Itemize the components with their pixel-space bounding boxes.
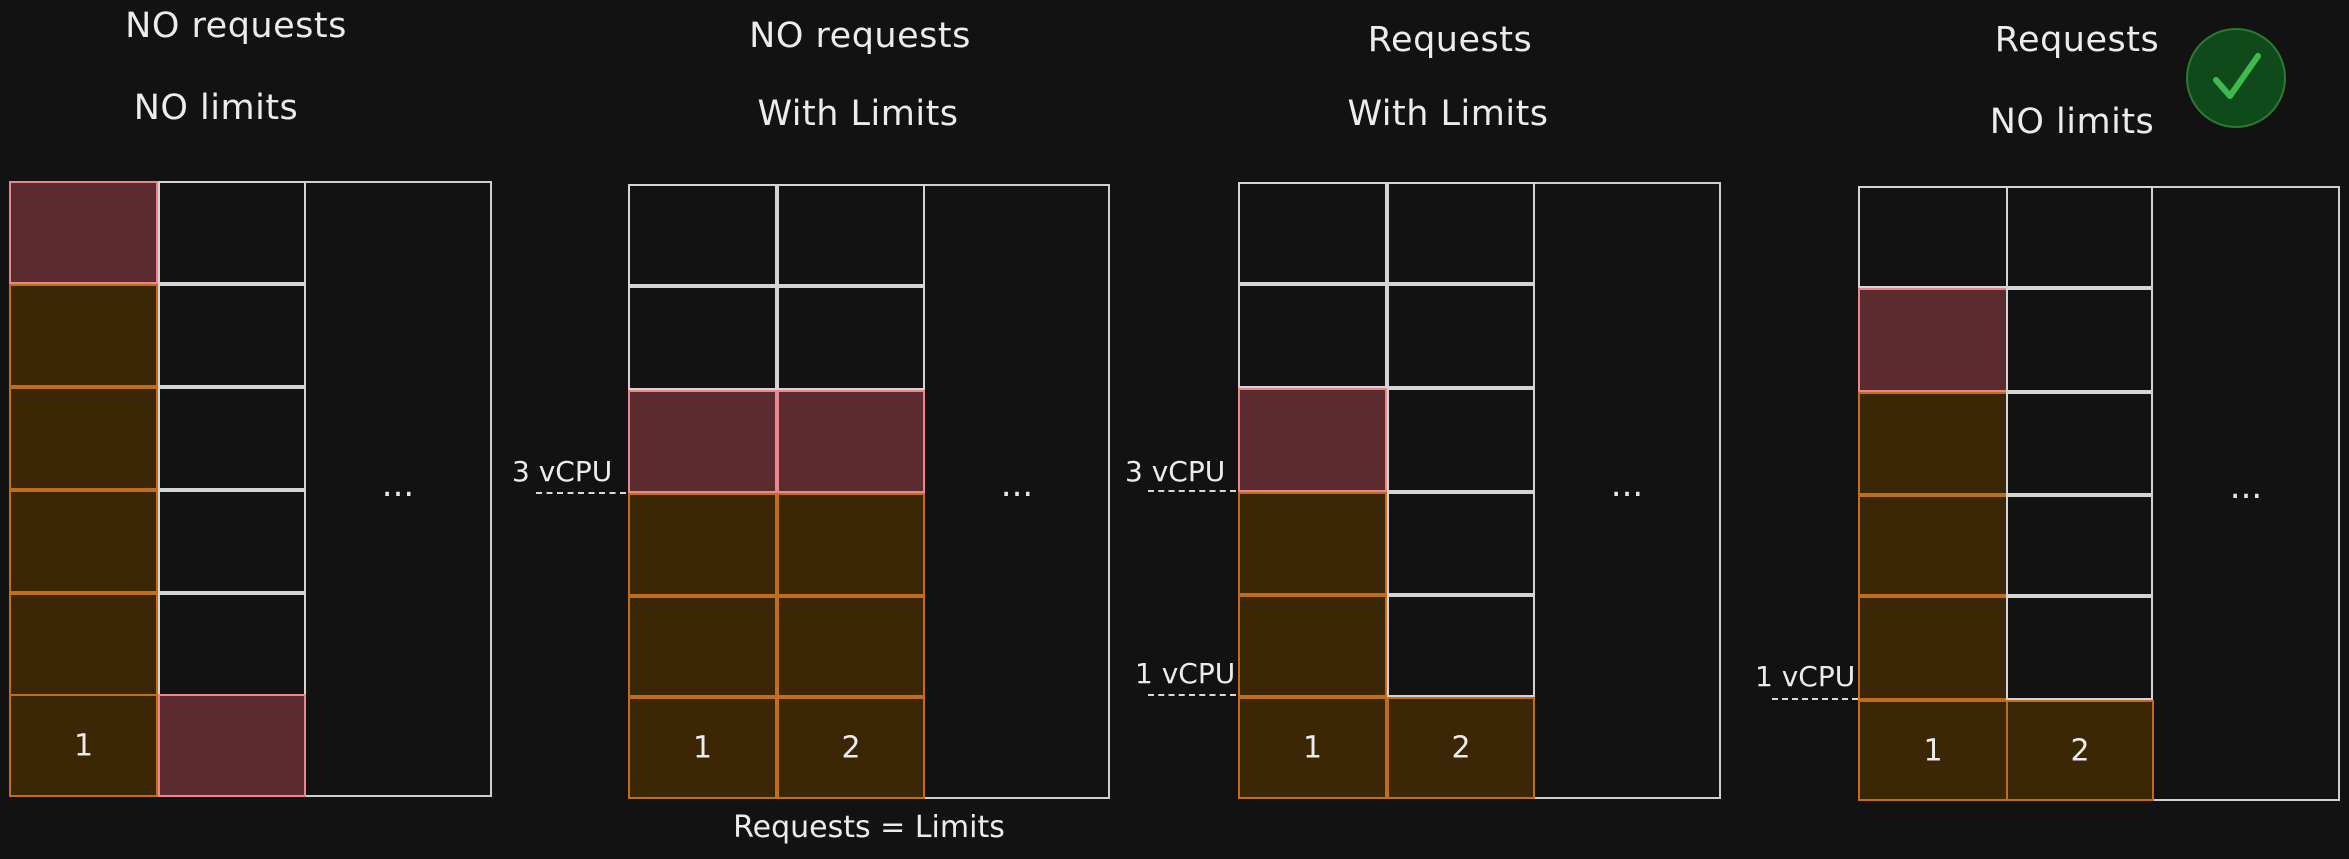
- ellipsis: ...: [1000, 465, 1034, 505]
- cpu-cell-used: 2: [2006, 700, 2154, 801]
- cell-label: 2: [1451, 730, 1471, 766]
- vcpu-marker-line: [1148, 694, 1236, 696]
- cpu-cell-throttled: [1238, 388, 1387, 492]
- cpu-cell-used: [9, 284, 158, 387]
- cpu-cell-throttled: [628, 390, 777, 493]
- vcpu-label: 3 vCPU: [512, 455, 613, 488]
- cpu-cell-free: [777, 286, 925, 390]
- cpu-cell-free: [628, 184, 777, 286]
- cpu-cell-free: [158, 181, 306, 284]
- cpu-cell-used: 2: [1387, 697, 1535, 799]
- cpu-cell-free: [1387, 492, 1535, 595]
- cpu-cell-free: [1387, 595, 1535, 697]
- vcpu-label: 1 vCPU: [1755, 660, 1856, 693]
- cpu-cell-free: [2006, 288, 2153, 392]
- cpu-cell-free: [158, 284, 306, 387]
- panel-title-line1: NO requests: [749, 16, 971, 56]
- cpu-cell-used: [9, 490, 158, 593]
- panel-title-line2: With Limits: [757, 94, 959, 134]
- cpu-cell-throttled: [777, 390, 925, 493]
- panel-title-line2: NO limits: [1989, 102, 2155, 142]
- cpu-cell-used: [777, 493, 925, 596]
- ellipsis: ...: [2229, 467, 2263, 507]
- cpu-cell-free: [2006, 495, 2153, 596]
- cpu-cell-used: [1858, 392, 2008, 495]
- cpu-cell-free: [1387, 388, 1535, 492]
- panel-title-line1: NO requests: [125, 6, 347, 46]
- cpu-cell-free: [158, 387, 306, 490]
- cpu-cell-free: [1238, 182, 1387, 284]
- vcpu-label: 1 vCPU: [1135, 657, 1236, 690]
- cpu-cell-used: [1238, 492, 1387, 595]
- footnote: Requests = Limits: [733, 810, 1005, 845]
- cpu-cell-throttled: [1858, 288, 2008, 392]
- checkmark-icon: [2186, 28, 2286, 128]
- cpu-cell-used: 2: [777, 697, 925, 799]
- cpu-cell-used: 1: [628, 697, 777, 799]
- vcpu-marker-line: [536, 492, 626, 494]
- cell-label: 2: [2070, 733, 2090, 768]
- cpu-cell-free: [777, 184, 925, 286]
- vcpu-marker-line: [1148, 490, 1236, 492]
- cpu-cell-free: [2006, 596, 2153, 700]
- cpu-cell-free: [1387, 182, 1535, 284]
- cpu-cell-free: [158, 593, 306, 696]
- cpu-cell-free: [158, 490, 306, 593]
- cpu-cell-used: [777, 596, 925, 697]
- cpu-cell-used: [1858, 495, 2008, 596]
- cpu-cell-free: [2006, 186, 2153, 288]
- cpu-cell-throttled: [9, 181, 158, 284]
- cpu-cell-free: [2006, 392, 2153, 495]
- cpu-cell-used: 1: [9, 694, 158, 797]
- cpu-cell-used: [1238, 595, 1387, 697]
- cpu-cell-used: [9, 387, 158, 490]
- vcpu-marker-line: [1772, 698, 1858, 700]
- cpu-cell-free: [1238, 284, 1387, 388]
- cpu-cell-used: [628, 493, 777, 596]
- vcpu-label: 3 vCPU: [1125, 455, 1226, 488]
- ellipsis: ...: [381, 465, 415, 505]
- cpu-cell-used: 1: [1858, 700, 2008, 801]
- cpu-cell-free: [1387, 284, 1535, 388]
- cpu-cell-used: [628, 596, 777, 697]
- cell-label: 1: [1923, 733, 1943, 768]
- panel-title-line2: NO limits: [133, 88, 299, 128]
- cpu-cell-used: [9, 593, 158, 696]
- cpu-cell-used: 1: [1238, 697, 1387, 799]
- cpu-cell-free: [628, 286, 777, 390]
- cpu-cell-throttled: [158, 694, 306, 797]
- cell-label: 1: [73, 728, 94, 763]
- cpu-cell-used: [1858, 596, 2008, 700]
- panel-title-line1: Requests: [1994, 20, 2160, 60]
- panel-title-line2: With Limits: [1347, 94, 1549, 134]
- ellipsis: ...: [1610, 465, 1644, 505]
- cpu-cell-free: [1858, 186, 2008, 288]
- checkmark-icon-glyph: [2213, 53, 2261, 99]
- panel-title-line1: Requests: [1367, 20, 1533, 60]
- cell-label: 1: [1302, 730, 1323, 766]
- cell-label: 1: [692, 730, 713, 766]
- cell-label: 2: [841, 730, 861, 766]
